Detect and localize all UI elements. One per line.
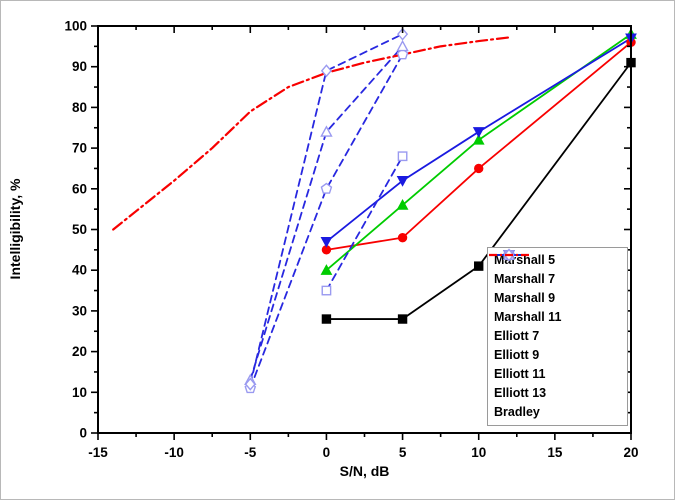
series-marker-marshall-9: [396, 198, 409, 210]
y-tick-label: 60: [72, 181, 87, 196]
legend-item: Marshall 9: [489, 248, 621, 308]
legend-item: Marshall 11: [489, 250, 621, 327]
series-line-marshall-11: [325, 37, 632, 243]
series-line-bradley: [112, 36, 511, 231]
x-axis-title: S/N, dB: [339, 463, 390, 479]
y-tick-label: 40: [72, 263, 87, 278]
x-tick-label: 5: [399, 445, 407, 460]
legend-label: Elliott 13: [494, 386, 547, 400]
series-marker-marshall-11: [320, 237, 333, 248]
x-tick-label: 0: [323, 445, 331, 460]
series-marker-elliott-13: [320, 64, 332, 78]
series-line-elliott-13: [249, 33, 404, 386]
x-tick-label: -5: [244, 445, 256, 460]
legend-label: Marshall 9: [494, 291, 556, 305]
x-tick-label: -10: [164, 445, 184, 460]
series-line-elliott-7: [325, 155, 404, 292]
series-line-elliott-9: [249, 53, 404, 390]
x-tick-label: 20: [623, 445, 638, 460]
series-marker-elliott-11: [396, 39, 409, 52]
y-tick-label: 80: [72, 100, 87, 115]
y-tick-label: 0: [79, 426, 87, 441]
legend-label: Elliott 11: [494, 367, 546, 381]
series-line-marshall-7: [325, 41, 632, 251]
x-tick-label: -15: [88, 445, 108, 460]
series-marker-elliott-11: [320, 125, 333, 137]
legend-label: Elliott 9: [494, 348, 540, 362]
x-tick-label: 10: [471, 445, 486, 460]
legend-item: Elliott 7: [489, 250, 621, 346]
y-tick-label: 30: [72, 303, 87, 318]
legend-sample-dashdot: [489, 253, 529, 257]
series-marker-elliott-9: [320, 182, 333, 194]
y-tick-label: 90: [72, 59, 87, 74]
series-marker-elliott-13: [397, 27, 409, 41]
series-marker-marshall-7: [474, 163, 484, 174]
series-marker-marshall-5: [474, 261, 484, 271]
y-tick-label: 10: [72, 385, 87, 400]
series-marker-marshall-7: [397, 232, 408, 243]
series-line-marshall-9: [325, 33, 632, 272]
series-marker-marshall-5: [321, 314, 332, 324]
legend-item: Bradley: [489, 253, 621, 422]
y-tick-label: 20: [72, 344, 87, 359]
series-marker-elliott-9: [396, 48, 409, 60]
series-marker-marshall-5: [397, 314, 408, 324]
series-marker-marshall-11: [396, 175, 409, 187]
legend-item: Elliott 9: [489, 248, 621, 365]
series-marker-marshall-11: [472, 127, 485, 138]
series-marker-elliott-13: [244, 377, 256, 391]
series-marker-marshall-9: [472, 133, 485, 145]
x-tick-label: 15: [547, 445, 563, 460]
y-tick-label: 50: [72, 222, 87, 237]
legend-item: Elliott 13: [489, 248, 621, 403]
series-marker-elliott-7: [397, 151, 408, 162]
y-tick-label: 100: [64, 19, 87, 34]
legend-item: Elliott 11: [489, 248, 621, 384]
y-tick-label: 70: [72, 141, 87, 156]
legend-label: Marshall 7: [494, 272, 556, 286]
legend-label: Marshall 11: [494, 310, 562, 324]
legend-item: Marshall 7: [489, 250, 621, 289]
series-marker-elliott-7: [321, 285, 332, 296]
legend-label: Elliott 7: [494, 329, 540, 343]
legend-label: Bradley: [494, 405, 540, 419]
series-line-marshall-5: [325, 61, 632, 320]
y-axis-title: Intelligibility, %: [7, 178, 23, 280]
series-marker-marshall-9: [320, 264, 333, 275]
legend: Marshall 5 Marshall 7 Marshall 9 Marshall 1…: [487, 247, 628, 426]
